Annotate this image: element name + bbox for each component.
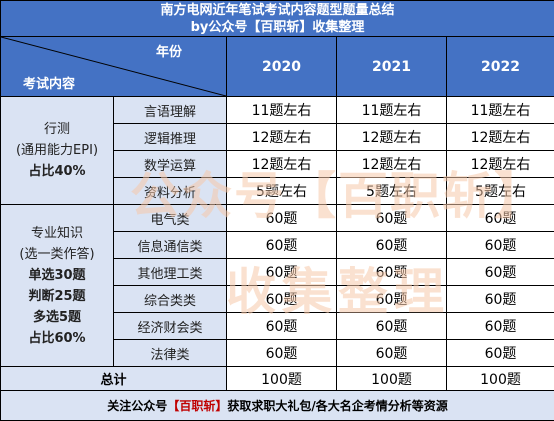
- subject-name: 其他理工类: [114, 259, 227, 286]
- question-count: 11题左右: [447, 97, 554, 124]
- table-subtitle: by公众号【百职斩】收集整理: [1, 19, 554, 36]
- subject-name: 电气类: [114, 205, 227, 232]
- category-cell: 行测(通用能力EPI)占比40%: [1, 97, 114, 205]
- question-count: 11题左右: [337, 97, 447, 124]
- total-row: 总计 100题 100题 100题: [1, 367, 554, 391]
- question-count: 60题: [337, 313, 447, 340]
- footer-text-after: 获取求职大礼包/各大名企考情分析等资源: [227, 399, 447, 413]
- total-2022: 100题: [447, 367, 554, 391]
- header-diagonal-cell: 年份 考试内容: [1, 37, 227, 97]
- question-count: 60题: [227, 340, 337, 367]
- subject-name: 综合类类: [114, 286, 227, 313]
- question-count: 60题: [227, 259, 337, 286]
- subject-name: 逻辑推理: [114, 124, 227, 151]
- question-count: 5题左右: [447, 178, 554, 205]
- footer-cell: 关注公众号【百职斩】获取求职大礼包/各大名企考情分析等资源: [1, 391, 554, 421]
- question-count: 60题: [447, 205, 554, 232]
- question-count: 5题左右: [337, 178, 447, 205]
- question-count: 12题左右: [337, 151, 447, 178]
- question-count: 11题左右: [227, 97, 337, 124]
- question-count: 60题: [447, 313, 554, 340]
- question-count: 60题: [337, 340, 447, 367]
- question-count: 5题左右: [227, 178, 337, 205]
- footer-highlight: 【百职斩】: [167, 399, 227, 413]
- category-cell: 专业知识(选一类作答)单选30题判断25题多选5题占比60%: [1, 205, 114, 367]
- subject-name: 资料分析: [114, 178, 227, 205]
- subject-name: 法律类: [114, 340, 227, 367]
- total-2021: 100题: [337, 367, 447, 391]
- question-count: 12题左右: [337, 124, 447, 151]
- category-bold-line: 占比40%: [1, 161, 113, 182]
- total-2020: 100题: [227, 367, 337, 391]
- subject-name: 言语理解: [114, 97, 227, 124]
- category-line: 行测: [1, 119, 113, 140]
- question-count: 60题: [447, 340, 554, 367]
- footer-row: 关注公众号【百职斩】获取求职大礼包/各大名企考情分析等资源: [1, 391, 554, 421]
- question-count: 60题: [337, 286, 447, 313]
- question-count: 60题: [227, 313, 337, 340]
- category-bold-line: 单选30题: [1, 265, 113, 286]
- category-line: 专业知识: [1, 223, 113, 244]
- year-header-2020: 2020: [227, 37, 337, 97]
- question-count: 60题: [337, 259, 447, 286]
- question-count: 60题: [227, 232, 337, 259]
- table-title: 南方电网近年笔试考试内容题型题量总结: [1, 2, 554, 19]
- category-line: (通用能力EPI): [1, 140, 113, 161]
- question-count: 12题左右: [227, 124, 337, 151]
- subject-name: 经济财会类: [114, 313, 227, 340]
- question-count: 60题: [447, 259, 554, 286]
- subject-name: 信息通信类: [114, 232, 227, 259]
- footer-text-before: 关注公众号: [107, 399, 167, 413]
- question-count: 12题左右: [227, 151, 337, 178]
- category-bold-line: 判断25题: [1, 286, 113, 307]
- question-count: 60题: [227, 286, 337, 313]
- question-count: 12题左右: [447, 151, 554, 178]
- question-count: 60题: [447, 232, 554, 259]
- category-line: (选一类作答): [1, 244, 113, 265]
- question-count: 12题左右: [447, 124, 554, 151]
- category-bold-line: 多选5题: [1, 307, 113, 328]
- year-header-2021: 2021: [337, 37, 447, 97]
- question-count: 60题: [447, 286, 554, 313]
- category-bold-line: 占比60%: [1, 328, 113, 349]
- year-header-2022: 2022: [447, 37, 554, 97]
- subject-name: 数学运算: [114, 151, 227, 178]
- title-cell: 南方电网近年笔试考试内容题型题量总结 by公众号【百职斩】收集整理: [1, 1, 554, 37]
- content-label: 考试内容: [23, 73, 75, 92]
- question-count: 60题: [227, 205, 337, 232]
- year-label: 年份: [156, 41, 182, 60]
- question-count: 60题: [337, 232, 447, 259]
- total-label: 总计: [1, 367, 227, 391]
- question-count: 60题: [337, 205, 447, 232]
